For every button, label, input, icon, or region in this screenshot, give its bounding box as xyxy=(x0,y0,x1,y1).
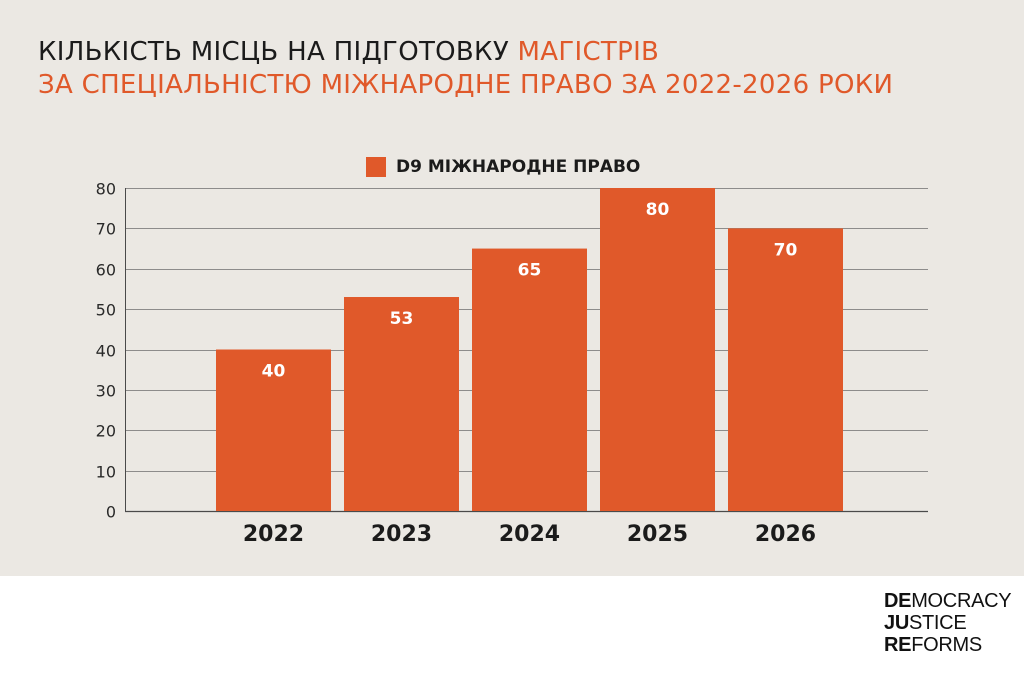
y-tick-label: 60 xyxy=(96,261,116,280)
y-tick-label: 50 xyxy=(96,301,116,320)
chart-title: КІЛЬКІСТЬ МІСЦЬ НА ПІДГОТОВКУ МАГІСТРІВ … xyxy=(38,36,893,102)
y-tick-label: 80 xyxy=(96,180,116,199)
djr-logo: DEMOCRACY JUSTICE REFORMS xyxy=(884,590,1012,656)
y-tick-label: 30 xyxy=(96,382,116,401)
x-category-label-2024: 2024 xyxy=(499,522,560,547)
x-category-label-2026: 2026 xyxy=(755,522,816,547)
y-axis-ticks: 0 10 20 30 40 50 60 70 80 xyxy=(96,180,116,522)
x-category-label-2022: 2022 xyxy=(243,522,304,547)
data-label-2025: 80 xyxy=(646,200,670,220)
data-label-2024: 65 xyxy=(518,261,542,281)
legend-label: D9 МІЖНАРОДНЕ ПРАВО xyxy=(396,157,641,177)
title-line-2: ЗА СПЕЦІАЛЬНІСТЮ МІЖНАРОДНЕ ПРАВО ЗА 202… xyxy=(38,70,894,100)
x-axis-categories: 2022 2023 2024 2025 2026 xyxy=(243,522,816,547)
legend: D9 МІЖНАРОДНЕ ПРАВО xyxy=(366,155,640,179)
x-category-label-2023: 2023 xyxy=(371,522,432,547)
bar-2023 xyxy=(344,297,459,511)
y-tick-label: 0 xyxy=(106,503,116,522)
logo-line-democracy: DEMOCRACY xyxy=(884,590,1012,612)
title-part-1: КІЛЬКІСТЬ МІСЦЬ НА ПІДГОТОВКУ xyxy=(38,37,518,67)
data-label-2026: 70 xyxy=(774,240,798,260)
bars xyxy=(216,188,843,511)
title-accent: МАГІСТРІВ xyxy=(517,37,660,67)
title-line-1: КІЛЬКІСТЬ МІСЦЬ НА ПІДГОТОВКУ МАГІСТРІВ xyxy=(38,36,893,69)
y-tick-label: 40 xyxy=(96,342,116,361)
logo-line-justice: JUSTICE xyxy=(884,612,967,634)
bar-2024 xyxy=(472,248,587,511)
data-labels: 40 53 65 80 70 xyxy=(262,200,798,382)
y-tick-label: 10 xyxy=(96,463,116,482)
logo-line-reforms: REFORMS xyxy=(884,634,982,656)
bar-2025 xyxy=(600,188,715,511)
y-tick-label: 70 xyxy=(96,220,116,239)
data-label-2023: 53 xyxy=(390,309,414,329)
data-label-2022: 40 xyxy=(262,362,286,382)
legend-swatch xyxy=(366,157,386,177)
bar-2022 xyxy=(216,349,331,511)
y-tick-label: 20 xyxy=(96,422,116,441)
bar-2026 xyxy=(728,228,843,511)
x-category-label-2025: 2025 xyxy=(627,522,688,547)
